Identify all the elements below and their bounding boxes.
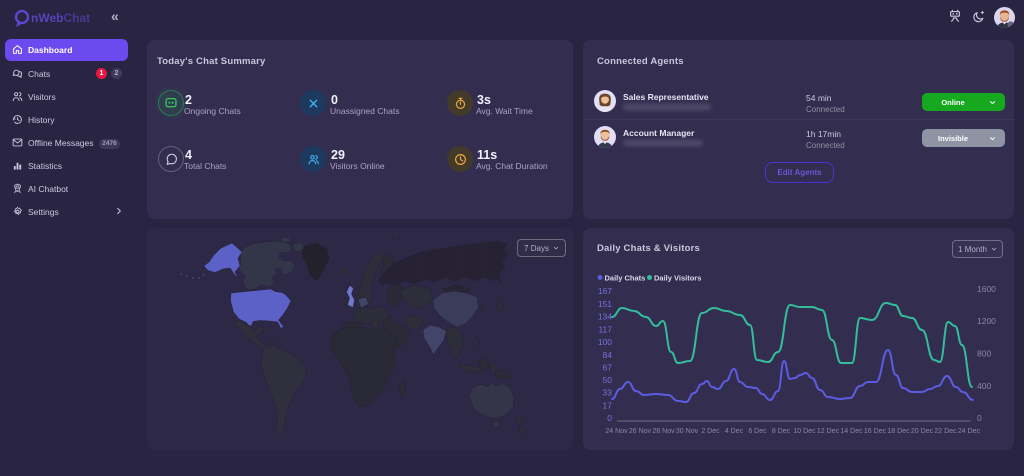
svg-text:26 Nov: 26 Nov xyxy=(629,428,652,435)
svg-text:28 Nov: 28 Nov xyxy=(652,428,675,435)
svg-text:400: 400 xyxy=(977,381,991,391)
svg-text:151: 151 xyxy=(598,299,612,309)
svg-text:18 Dec: 18 Dec xyxy=(887,428,910,435)
svg-text:0: 0 xyxy=(977,413,982,423)
svg-text:117: 117 xyxy=(598,325,612,335)
svg-text:6 Dec: 6 Dec xyxy=(748,428,767,435)
svg-text:50: 50 xyxy=(603,375,613,385)
svg-text:134: 134 xyxy=(598,312,612,322)
svg-text:8 Dec: 8 Dec xyxy=(772,428,791,435)
svg-text:20 Dec: 20 Dec xyxy=(911,428,934,435)
svg-text:167: 167 xyxy=(598,286,612,296)
svg-text:Daily Chats: Daily Chats xyxy=(605,274,646,283)
svg-text:1200: 1200 xyxy=(977,316,996,326)
svg-text:100: 100 xyxy=(598,337,612,347)
svg-text:4 Dec: 4 Dec xyxy=(725,428,744,435)
svg-text:17: 17 xyxy=(603,401,613,411)
svg-text:10 Dec: 10 Dec xyxy=(793,428,816,435)
svg-text:30 Nov: 30 Nov xyxy=(676,428,699,435)
svg-text:22 Dec: 22 Dec xyxy=(934,428,957,435)
svg-text:0: 0 xyxy=(607,413,612,423)
svg-text:24 Dec: 24 Dec xyxy=(958,428,981,435)
svg-text:16 Dec: 16 Dec xyxy=(864,428,887,435)
svg-text:1600: 1600 xyxy=(977,284,996,294)
svg-text:67: 67 xyxy=(603,363,613,373)
svg-text:Daily Visitors: Daily Visitors xyxy=(654,274,701,283)
svg-text:800: 800 xyxy=(977,349,991,359)
svg-text:24 Nov: 24 Nov xyxy=(605,428,628,435)
svg-text:84: 84 xyxy=(603,350,613,360)
svg-text:14 Dec: 14 Dec xyxy=(840,428,863,435)
svg-text:12 Dec: 12 Dec xyxy=(817,428,840,435)
svg-text:33: 33 xyxy=(603,388,613,398)
svg-text:2 Dec: 2 Dec xyxy=(701,428,720,435)
